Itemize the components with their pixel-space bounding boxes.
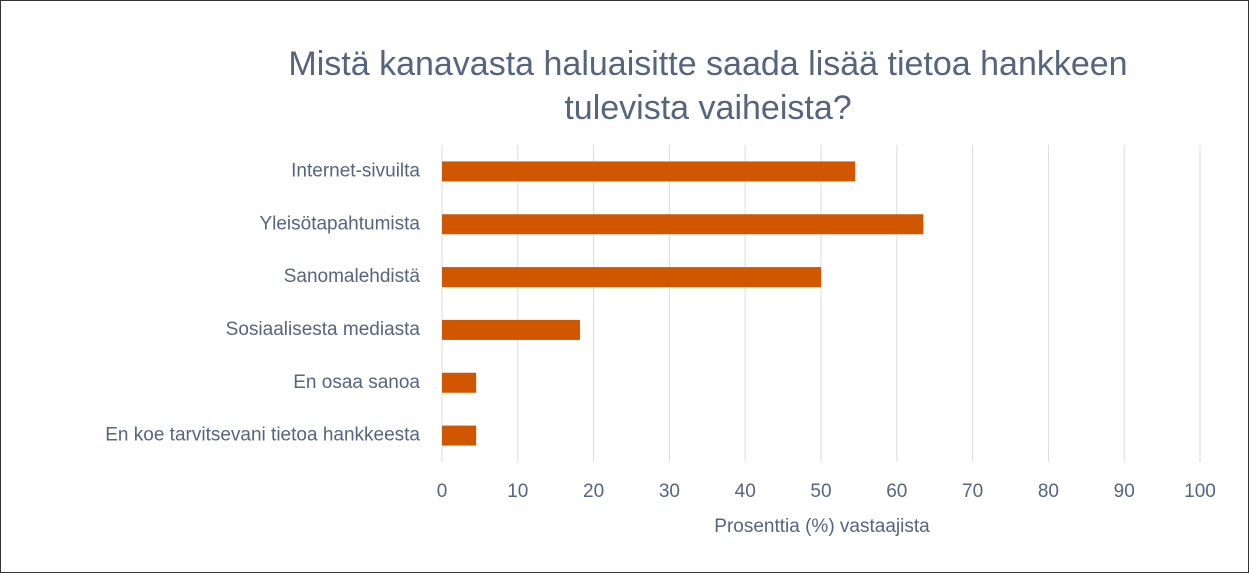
x-tick-label: 100 xyxy=(1184,481,1216,502)
chart-title: Mistä kanavasta haluaisitte saada lisää … xyxy=(288,45,1128,127)
x-tick-label: 30 xyxy=(659,481,680,502)
x-tick-label: 0 xyxy=(437,481,448,502)
y-tick-label: Internet-sivuilta xyxy=(291,160,420,181)
x-tick-label: 40 xyxy=(735,481,756,502)
x-tick-label: 70 xyxy=(962,481,983,502)
x-tick-label: 20 xyxy=(583,481,604,502)
y-tick-label: En koe tarvitsevani tietoa hankkeesta xyxy=(105,425,420,446)
x-tick-label: 90 xyxy=(1114,481,1135,502)
x-tick-label: 60 xyxy=(886,481,907,502)
bar xyxy=(442,214,924,235)
y-tick-label: Yleisötapahtumista xyxy=(259,213,420,234)
bar xyxy=(442,372,477,393)
x-tick-label: 80 xyxy=(1038,481,1059,502)
x-tick-label: 10 xyxy=(507,481,528,502)
bar xyxy=(442,267,821,288)
bar xyxy=(442,161,856,182)
bar xyxy=(442,425,477,446)
x-axis-label: Prosenttia (%) vastaajista xyxy=(714,516,930,537)
y-tick-label: Sanomalehdistä xyxy=(284,266,421,287)
bar xyxy=(442,319,580,340)
x-tick-label: 50 xyxy=(810,481,831,502)
y-tick-label: En osaa sanoa xyxy=(293,372,420,393)
y-tick-label: Sosiaalisesta mediasta xyxy=(226,319,421,340)
